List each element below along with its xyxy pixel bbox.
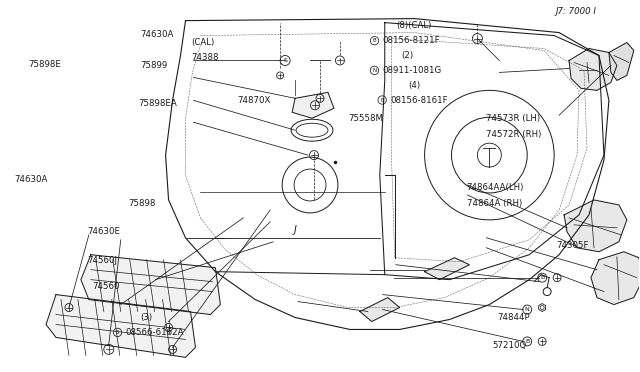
Text: N: N: [525, 307, 529, 312]
Text: 57210Q: 57210Q: [492, 341, 527, 350]
Text: 75898EA: 75898EA: [138, 99, 177, 108]
Text: 08156-8121F: 08156-8121F: [383, 36, 440, 45]
Text: 74630A: 74630A: [140, 30, 173, 39]
Text: 74388: 74388: [191, 52, 219, 61]
Text: B: B: [525, 339, 529, 344]
Text: 74572R (RH): 74572R (RH): [486, 129, 541, 139]
Text: 74573R (LH): 74573R (LH): [486, 114, 540, 123]
Text: 74844P: 74844P: [497, 313, 530, 322]
Text: 74630A: 74630A: [14, 175, 47, 184]
Text: 75898E: 75898E: [28, 60, 61, 69]
Text: 08156-8161F: 08156-8161F: [390, 96, 448, 105]
Text: S: S: [283, 58, 287, 63]
Polygon shape: [360, 298, 400, 321]
Text: 74560J: 74560J: [87, 256, 117, 264]
Polygon shape: [81, 255, 220, 314]
Text: S: S: [116, 330, 119, 335]
Polygon shape: [564, 200, 627, 252]
Text: 74630E: 74630E: [87, 227, 120, 236]
Text: 75898: 75898: [129, 199, 156, 208]
Polygon shape: [292, 92, 334, 118]
Text: (2): (2): [402, 51, 413, 60]
Text: N: N: [372, 68, 376, 73]
Text: 74864AA(LH): 74864AA(LH): [467, 183, 524, 192]
Polygon shape: [591, 252, 640, 305]
Text: 74870X: 74870X: [237, 96, 271, 105]
Text: B: B: [372, 38, 376, 43]
Text: B: B: [380, 97, 384, 103]
Polygon shape: [569, 48, 617, 90]
Text: 08911-1081G: 08911-1081G: [383, 66, 442, 75]
Text: 74560: 74560: [92, 282, 120, 291]
Text: J7: 7000 I: J7: 7000 I: [556, 7, 596, 16]
Polygon shape: [46, 295, 195, 357]
Polygon shape: [424, 258, 469, 280]
Polygon shape: [609, 42, 634, 80]
Text: (3): (3): [140, 313, 152, 322]
Text: 75558M: 75558M: [349, 114, 384, 123]
Text: J: J: [294, 225, 296, 235]
Text: (8)(CAL): (8)(CAL): [397, 22, 432, 31]
Text: 74305F: 74305F: [556, 241, 588, 250]
Text: (CAL): (CAL): [191, 38, 214, 47]
Text: (4): (4): [408, 81, 420, 90]
Text: 75899: 75899: [140, 61, 168, 70]
Text: B: B: [540, 275, 544, 280]
Text: 08566-6162A: 08566-6162A: [125, 328, 184, 337]
Text: 74864A (RH): 74864A (RH): [467, 199, 522, 208]
